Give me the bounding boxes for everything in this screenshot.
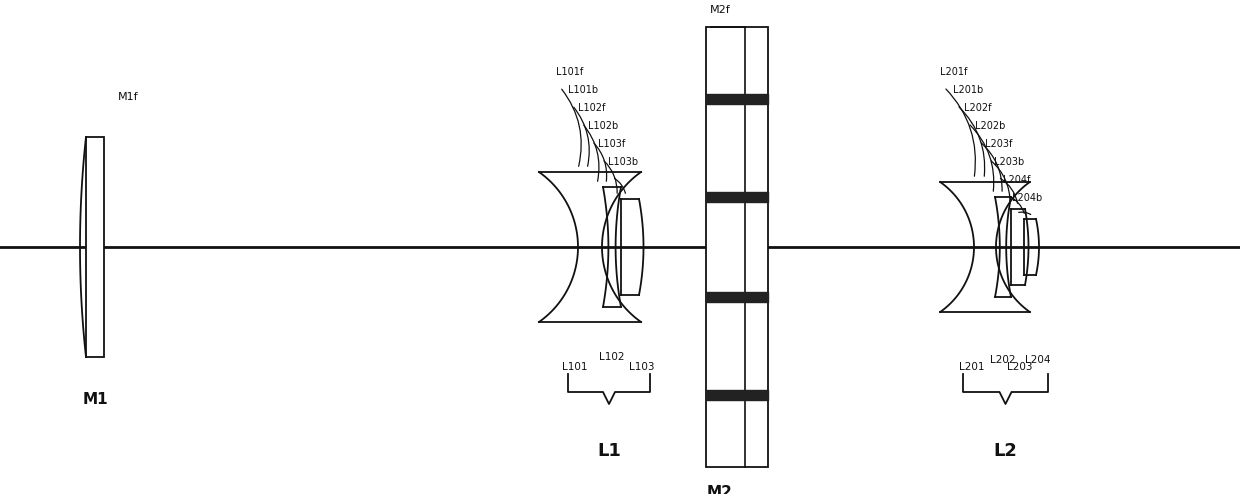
Text: L103f: L103f xyxy=(598,139,625,149)
Text: L102: L102 xyxy=(599,352,625,362)
Text: L202b: L202b xyxy=(975,121,1006,131)
Text: L101: L101 xyxy=(562,362,588,372)
Bar xyxy=(86,137,104,357)
Text: L203: L203 xyxy=(1007,362,1033,372)
Text: L204f: L204f xyxy=(1003,175,1030,185)
Text: L2: L2 xyxy=(993,442,1017,460)
Text: L204: L204 xyxy=(1025,355,1050,365)
Text: L102f: L102f xyxy=(578,103,605,113)
Text: L202f: L202f xyxy=(963,103,992,113)
Text: L201: L201 xyxy=(960,362,985,372)
Text: M1: M1 xyxy=(82,392,108,407)
Bar xyxy=(706,27,768,467)
Text: M2f: M2f xyxy=(709,5,730,15)
Text: L201f: L201f xyxy=(940,67,967,77)
Text: L203b: L203b xyxy=(994,157,1024,167)
Text: L1: L1 xyxy=(598,442,621,460)
Text: L204b: L204b xyxy=(1012,193,1043,203)
Text: L103: L103 xyxy=(629,362,655,372)
Text: L201b: L201b xyxy=(954,85,983,95)
Text: M2: M2 xyxy=(707,485,733,494)
Text: L203f: L203f xyxy=(985,139,1012,149)
Text: L202: L202 xyxy=(991,355,1016,365)
Text: L101b: L101b xyxy=(568,85,598,95)
Text: M1f: M1f xyxy=(118,92,139,102)
Text: L101f: L101f xyxy=(556,67,583,77)
Text: L102b: L102b xyxy=(588,121,619,131)
Text: L103b: L103b xyxy=(608,157,639,167)
